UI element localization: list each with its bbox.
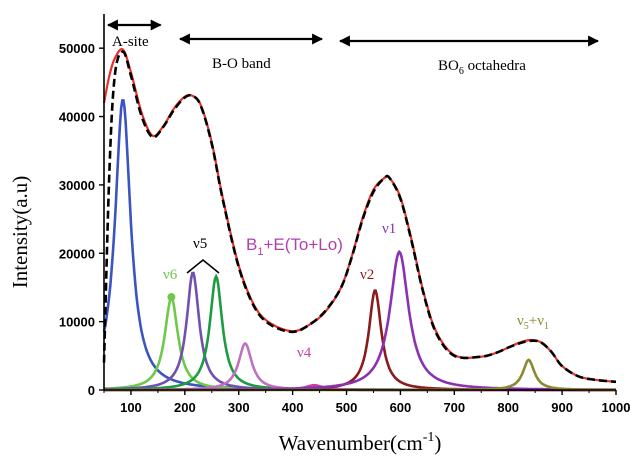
x-axis-title: Wavenumber(cm-1) — [279, 430, 442, 455]
y-axis-ticks: 0 10000 20000 30000 40000 50000 — [59, 41, 104, 398]
nu6-marker — [167, 293, 176, 302]
axes: 100 200 300 400 500 600 700 800 900 1000 0 10000 20… — [59, 14, 631, 415]
b1-sub: 1 — [257, 246, 263, 258]
label-nu5-nu1: ν5+ν1 — [517, 313, 549, 332]
x-tick-label: 200 — [174, 400, 196, 415]
y-tick-label: 20000 — [59, 246, 95, 261]
peak-labels: ν6 ν5 B1+E(To+Lo) ν4 ν2 ν1 ν5+ν1 — [163, 221, 549, 361]
x-tick-label: 700 — [443, 400, 465, 415]
region-label-bo6-octahedra: BO6 octahedra — [438, 58, 526, 77]
nu5-bracket — [186, 259, 220, 274]
y-tick-label: 30000 — [59, 178, 95, 193]
nu5nu1-a: ν — [517, 313, 524, 329]
region-annotations: A-site B-O band BO6 octahedra — [106, 19, 600, 77]
x-tick-label: 900 — [551, 400, 573, 415]
x-axis-title-close: ) — [434, 431, 441, 455]
x-tick-label: 500 — [336, 400, 358, 415]
region-label-a-site: A-site — [112, 34, 149, 50]
nu5nu1-b: +ν — [529, 313, 544, 329]
x-tick-label: 800 — [497, 400, 519, 415]
spectrum-series — [102, 47, 617, 384]
label-nu1: ν1 — [382, 221, 396, 237]
x-axis-ticks: 100 200 300 400 500 600 700 800 900 1000 — [103, 390, 631, 415]
x-tick-label: 400 — [282, 400, 304, 415]
bo6-rest: octahedra — [464, 58, 526, 74]
label-nu5: ν5 — [193, 236, 207, 252]
fitted-peak — [103, 296, 616, 392]
y-tick-label: 40000 — [59, 110, 95, 125]
bo6-sub: 6 — [459, 66, 464, 77]
series-fit — [102, 47, 617, 383]
x-tick-label: 1000 — [602, 400, 631, 415]
label-nu6: ν6 — [163, 267, 178, 283]
nu5nu1-a-sub: 5 — [524, 321, 529, 332]
x-tick-label: 300 — [228, 400, 250, 415]
label-b1-e-to-lo: B1+E(To+Lo) — [246, 235, 343, 258]
bo6-main: BO — [438, 58, 459, 74]
x-axis-title-sup: -1 — [423, 430, 435, 445]
fitted-peak-curves — [102, 99, 616, 392]
x-axis-title-main: Wavenumber(cm — [279, 431, 423, 455]
series-experimental — [102, 50, 617, 384]
label-nu2: ν2 — [360, 267, 374, 283]
region-label-b-o-band: B-O band — [212, 56, 271, 72]
y-tick-label: 0 — [88, 383, 95, 398]
label-nu4: ν4 — [297, 345, 312, 361]
y-axis-title: Intensity(a.u) — [8, 176, 32, 289]
x-tick-label: 100 — [120, 400, 142, 415]
fitted-peak — [104, 273, 616, 392]
x-tick-label: 600 — [390, 400, 412, 415]
nu5nu1-b-sub: 1 — [544, 321, 549, 332]
b1-main: B — [246, 235, 257, 254]
b1-rest: +E(To+Lo) — [263, 235, 342, 254]
y-tick-label: 10000 — [59, 315, 95, 330]
fitted-peak — [104, 289, 616, 392]
y-tick-label: 50000 — [59, 41, 95, 56]
